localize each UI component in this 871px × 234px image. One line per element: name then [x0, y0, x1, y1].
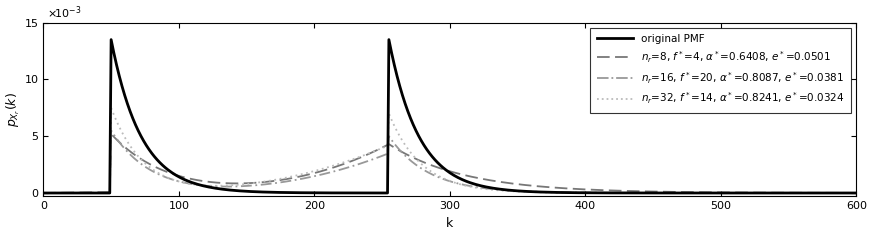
X-axis label: k: k: [446, 217, 454, 230]
Legend: original PMF, $n_r$=8, $f^*$=4, $\alpha^*$=0.6408, $e^*$=0.0501, $n_r$=16, $f^*$: original PMF, $n_r$=8, $f^*$=4, $\alpha^…: [591, 28, 851, 113]
Text: $\times\!10^{-3}$: $\times\!10^{-3}$: [47, 4, 82, 21]
Y-axis label: $p_{X_r}(k)$: $p_{X_r}(k)$: [4, 92, 22, 127]
